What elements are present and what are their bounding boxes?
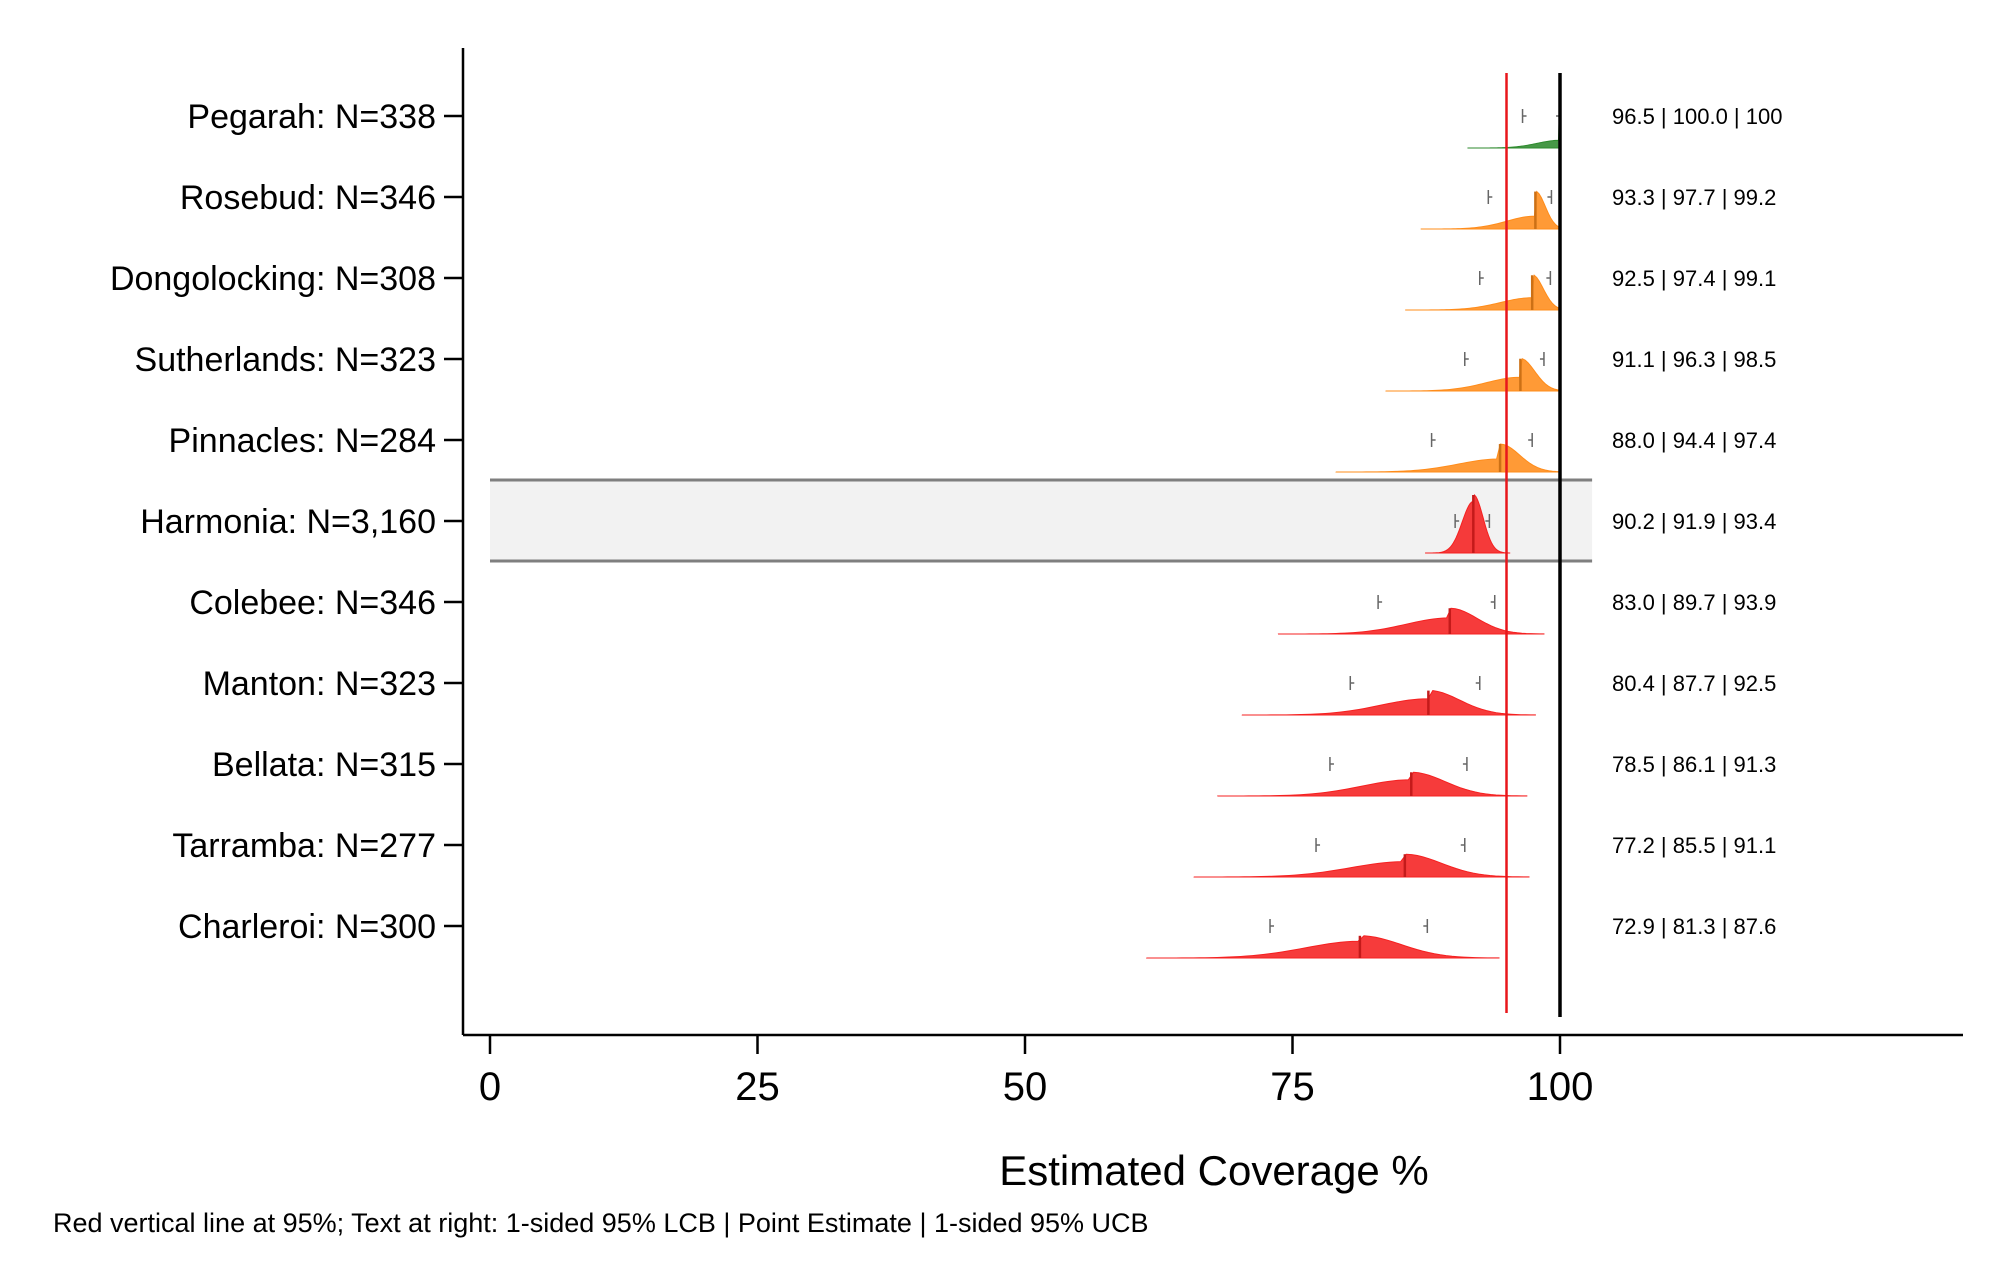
category-label: Colebee: N=346 bbox=[189, 584, 436, 622]
ci-text: 80.4 | 87.7 | 92.5 bbox=[1612, 671, 1776, 696]
coverage-distribution bbox=[1420, 190, 1561, 230]
highlight-band-layer bbox=[490, 478, 1593, 563]
footnote: Red vertical line at 95%; Text at right:… bbox=[53, 1208, 1149, 1238]
coverage-distribution bbox=[1425, 493, 1511, 554]
ci-text: 96.5 | 100.0 | 100 bbox=[1612, 104, 1782, 129]
ci-text-layer: 96.5 | 100.0 | 100 93.3 | 97.7 | 99.2 92.5… bbox=[1612, 104, 1782, 939]
coverage-distribution bbox=[1467, 93, 1561, 149]
x-tick-label: 100 bbox=[1527, 1065, 1594, 1109]
reference-lines-layer bbox=[1505, 73, 1562, 1017]
category-label: Rosebud: N=346 bbox=[180, 179, 436, 217]
coverage-distribution bbox=[1277, 607, 1545, 635]
ci-text: 93.3 | 97.7 | 99.2 bbox=[1612, 185, 1776, 210]
x-axis-title: Estimated Coverage % bbox=[999, 1147, 1429, 1194]
category-label: Sutherlands: N=323 bbox=[135, 341, 436, 379]
coverage-distribution bbox=[1405, 274, 1561, 311]
ci-text: 90.2 | 91.9 | 93.4 bbox=[1612, 509, 1776, 534]
category-labels-layer: Pegarah: N=338 Rosebud: N=346 Dongolocking… bbox=[110, 98, 463, 946]
coverage-distribution bbox=[1217, 771, 1528, 797]
category-label: Manton: N=323 bbox=[203, 665, 436, 703]
category-label: Dongolocking: N=308 bbox=[110, 260, 436, 298]
coverage-distribution bbox=[1241, 690, 1536, 716]
ci-text: 77.2 | 85.5 | 91.1 bbox=[1612, 833, 1776, 858]
category-label: Harmonia: N=3,160 bbox=[140, 503, 436, 541]
category-label: Charleroi: N=300 bbox=[178, 908, 436, 946]
coverage-distribution bbox=[1146, 935, 1500, 959]
ci-text: 91.1 | 96.3 | 98.5 bbox=[1612, 347, 1776, 372]
coverage-distribution bbox=[1193, 853, 1530, 878]
ci-text: 72.9 | 81.3 | 87.6 bbox=[1612, 914, 1776, 939]
category-label: Pegarah: N=338 bbox=[187, 98, 436, 136]
category-label: Pinnacles: N=284 bbox=[169, 422, 436, 460]
x-tick-label: 50 bbox=[1003, 1065, 1048, 1109]
category-label: Bellata: N=315 bbox=[212, 746, 436, 784]
category-label: Tarramba: N=277 bbox=[172, 827, 436, 865]
distribution-layer bbox=[1146, 93, 1562, 959]
ci-text: 78.5 | 86.1 | 91.3 bbox=[1612, 752, 1776, 777]
x-tick-label: 75 bbox=[1270, 1065, 1315, 1109]
highlight-band bbox=[490, 480, 1593, 561]
coverage-distribution bbox=[1385, 357, 1561, 392]
axis-layer bbox=[461, 48, 1963, 1037]
coverage-distribution bbox=[1335, 443, 1561, 473]
x-tick-label: 0 bbox=[479, 1065, 501, 1109]
ci-text: 88.0 | 94.4 | 97.4 bbox=[1612, 428, 1776, 453]
ci-text: 92.5 | 97.4 | 99.1 bbox=[1612, 266, 1776, 291]
x-tick-label: 25 bbox=[735, 1065, 780, 1109]
x-ticks-layer: 0 25 50 75 100 bbox=[479, 1035, 1594, 1109]
ci-text: 83.0 | 89.7 | 93.9 bbox=[1612, 590, 1776, 615]
